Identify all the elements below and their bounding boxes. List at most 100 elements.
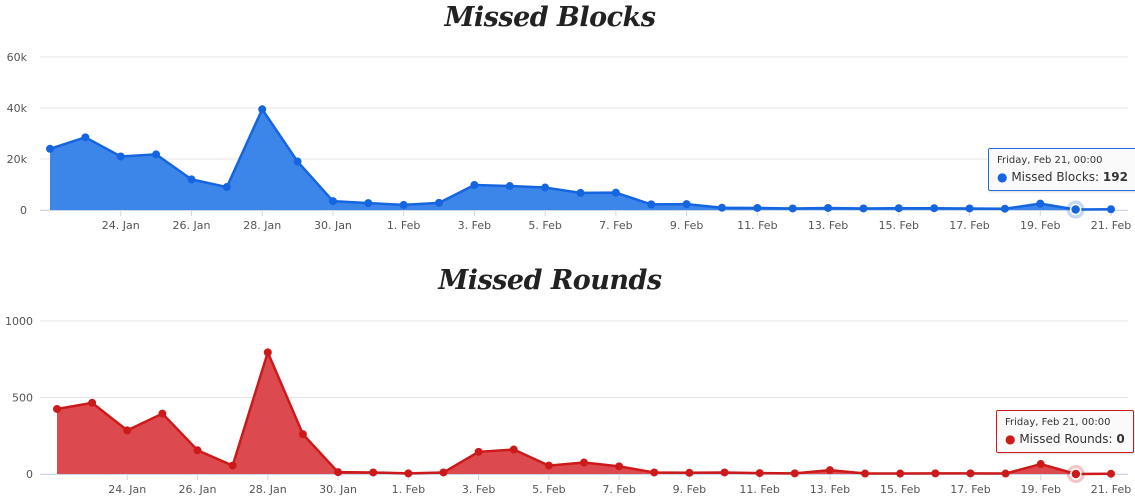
data-point [1107, 205, 1115, 214]
x-tick-label: 3. Feb [462, 483, 495, 496]
data-point [685, 468, 694, 477]
y-tick-label: 1000 [5, 315, 33, 328]
data-point [611, 188, 620, 197]
data-point [541, 183, 550, 192]
y-tick-label: 60k [7, 51, 28, 64]
data-point [896, 469, 905, 478]
x-tick-label: 1. Feb [392, 483, 425, 496]
data-point [790, 469, 799, 478]
data-point [81, 133, 90, 142]
missed-blocks-title: Missed Blocks [444, 2, 656, 33]
data-point [1107, 469, 1115, 478]
series-area [50, 109, 1111, 210]
x-tick-label: 28. Jan [243, 219, 281, 232]
series-line [56, 351, 1112, 476]
data-point [576, 188, 585, 197]
x-tick-label: 17. Feb [949, 219, 989, 232]
tooltip-label: Missed Rounds: [1019, 432, 1113, 446]
x-tick-label: 24. Jan [108, 483, 146, 496]
x-tick-label: 21. Feb [1091, 219, 1131, 232]
data-point [46, 144, 54, 153]
x-tick-label: 5. Feb [528, 219, 561, 232]
data-point [931, 469, 940, 478]
x-tick-label: 11. Feb [739, 483, 779, 496]
data-point [755, 469, 764, 478]
x-tick-label: 15. Feb [880, 483, 920, 496]
x-tick-label: 3. Feb [458, 219, 491, 232]
missed-rounds-title: Missed Rounds [438, 265, 662, 296]
series-dot-icon: ● [1005, 432, 1016, 446]
data-point [647, 200, 656, 209]
data-point [298, 430, 307, 439]
x-tick-label: 26. Jan [179, 483, 217, 496]
data-point [753, 203, 762, 212]
data-point [369, 468, 378, 477]
data-point [930, 204, 939, 213]
data-point [404, 469, 413, 478]
x-tick-label: 9. Feb [673, 483, 706, 496]
data-point [717, 203, 726, 212]
x-tick-label: 7. Feb [602, 483, 635, 496]
data-point [263, 348, 272, 357]
data-point [158, 409, 167, 418]
y-tick-label: 0 [20, 204, 27, 217]
data-point [861, 469, 870, 478]
data-point [222, 183, 231, 192]
data-point [116, 152, 125, 161]
data-point [788, 204, 797, 213]
data-point-highlighted [1070, 468, 1082, 480]
data-point [894, 204, 903, 213]
x-tick-label: 7. Feb [599, 219, 632, 232]
data-point [966, 469, 975, 478]
data-point [650, 468, 659, 477]
x-tick-label: 13. Feb [808, 219, 848, 232]
data-point [580, 458, 588, 467]
data-point [1000, 204, 1009, 213]
y-tick-label: 0 [26, 468, 33, 481]
x-tick-label: 30. Jan [314, 219, 352, 232]
data-point [439, 468, 448, 477]
data-point [53, 404, 61, 413]
x-tick-label: 19. Feb [1020, 483, 1060, 496]
data-point [509, 445, 518, 454]
data-point [88, 398, 97, 407]
data-point [123, 426, 132, 435]
x-tick-label: 11. Feb [737, 219, 777, 232]
data-point [399, 200, 408, 209]
data-point [328, 197, 337, 206]
tooltip-date: Friday, Feb 21, 00:00 [997, 155, 1103, 166]
data-point [824, 203, 833, 212]
y-tick-label: 40k [7, 102, 28, 115]
data-point [965, 204, 974, 213]
data-point [544, 461, 553, 470]
tooltip-value: 0 [1116, 432, 1125, 446]
data-point [825, 466, 834, 475]
tooltip-value: 192 [1102, 170, 1128, 184]
series-dot-icon: ● [997, 170, 1008, 184]
missed-blocks-chart: 0 20k 40k 60k 24. Jan 26. Jan 28. Jan 30. Jan 1.… [7, 51, 1132, 232]
missed-rounds-tooltip: Friday, Feb 21, 00:00 ● Missed Rounds: 0 [996, 410, 1134, 453]
data-point [293, 157, 302, 166]
data-point [859, 204, 868, 213]
y-tick-label: 500 [12, 392, 33, 405]
x-tick-label: 17. Feb [950, 483, 990, 496]
data-point [1036, 199, 1045, 208]
x-tick-label: 9. Feb [670, 219, 703, 232]
data-point-highlighted [1069, 203, 1082, 216]
data-point [152, 150, 161, 159]
data-point [474, 447, 483, 456]
data-point [193, 446, 202, 455]
data-point [682, 200, 691, 209]
data-point [364, 199, 373, 208]
data-point [435, 198, 444, 207]
tooltip-label: Missed Blocks: [1011, 170, 1100, 184]
x-tick-label: 5. Feb [532, 483, 565, 496]
x-tick-label: 24. Jan [102, 219, 140, 232]
data-point [1036, 460, 1045, 469]
x-tick-label: 19. Feb [1020, 219, 1060, 232]
x-tick-label: 1. Feb [387, 219, 420, 232]
x-tick-label: 13. Feb [810, 483, 850, 496]
tooltip-date: Friday, Feb 21, 00:00 [1005, 417, 1111, 428]
data-point [228, 461, 237, 470]
